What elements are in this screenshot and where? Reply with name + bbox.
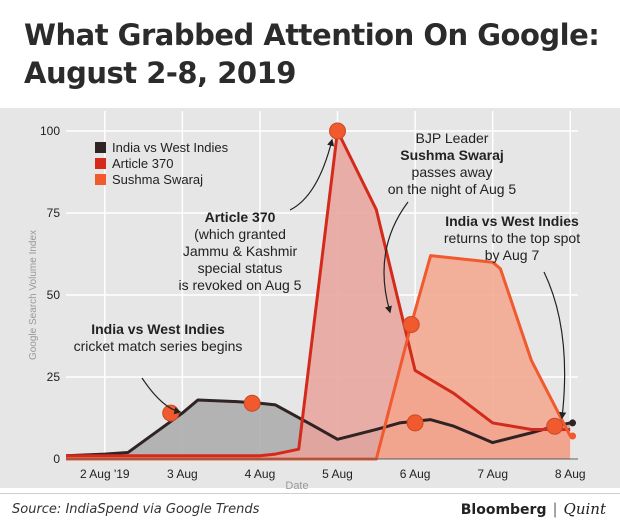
annotation-line: on the night of Aug 5 <box>388 181 517 197</box>
x-tick-label: 5 Aug <box>322 467 353 481</box>
x-tick-label: 2 Aug '19 <box>80 467 130 481</box>
marker-article-370 <box>329 122 347 140</box>
brand-primary: Bloomberg <box>460 502 547 518</box>
brand-logo: Bloomberg | Quint <box>461 500 606 518</box>
annotation-line: BJP Leader <box>416 130 489 146</box>
footer-divider <box>0 493 620 494</box>
area-sushma-swaraj <box>66 255 571 459</box>
brand-secondary: Quint <box>563 500 606 518</box>
x-axis-title: Date <box>285 480 308 492</box>
marker-india-vs-west-indies <box>406 414 424 432</box>
legend-swatch <box>95 158 106 169</box>
marker-india-vs-west-indies <box>243 394 261 412</box>
y-tick-label: 0 <box>53 452 60 466</box>
data-markers <box>162 122 577 440</box>
marker-india-vs-west-indies <box>546 417 564 435</box>
brand-separator: | <box>552 500 558 518</box>
y-axis-title: Google Search Volume Index <box>28 230 39 360</box>
marker-sushma-swaraj <box>402 316 420 334</box>
chart-title-line-1: What Grabbed Attention On Google: <box>24 18 600 52</box>
legend-label: Article 370 <box>112 156 173 171</box>
end-dot <box>569 432 577 440</box>
annotation-line: returns to the top spot <box>444 230 580 246</box>
axes: 2 Aug '19 3 Aug 4 Aug 5 Aug 6 Aug 7 Aug 8 Aug 0… <box>28 124 586 492</box>
end-dot <box>569 419 577 427</box>
y-tick-label: 25 <box>47 370 61 384</box>
legend-swatch <box>95 142 106 153</box>
annotation-line: passes away <box>412 164 493 180</box>
y-tick-label: 50 <box>47 288 61 302</box>
annotation-line: is revoked on Aug 5 <box>179 277 302 293</box>
x-tick-label: 7 Aug <box>477 467 508 481</box>
annotation-line: cricket match series begins <box>74 338 243 354</box>
arrow-sushma <box>383 201 409 314</box>
legend-label: Sushma Swaraj <box>112 172 203 187</box>
annotation-line: Jammu & Kashmir <box>183 243 298 259</box>
annotation-bold: Article 370 <box>205 209 276 225</box>
x-tick-label: 4 Aug <box>245 467 276 481</box>
annotation-line: special status <box>198 260 283 276</box>
annotation-bold: India vs West Indies <box>445 213 579 229</box>
chart-title: What Grabbed Attention On Google: August… <box>24 16 600 92</box>
arrow-indiawi-start <box>141 377 182 415</box>
annotation-bold: India vs West Indies <box>91 321 225 337</box>
annotation-line: by Aug 7 <box>485 247 540 263</box>
annotation-line: (which granted <box>194 226 286 242</box>
x-tick-label: 8 Aug <box>555 467 586 481</box>
chart-title-line-2: August 2-8, 2019 <box>24 56 296 90</box>
y-tick-label: 100 <box>40 124 60 138</box>
legend-label: India vs West Indies <box>112 140 229 155</box>
legend-swatch <box>95 174 106 185</box>
line-india-vs-west-indies <box>65 398 571 458</box>
marker-india-vs-west-indies <box>162 404 180 422</box>
x-tick-label: 6 Aug <box>400 467 431 481</box>
x-tick-label: 3 Aug <box>167 467 198 481</box>
y-tick-label: 75 <box>47 206 61 220</box>
annotation-bold: Sushma Swaraj <box>400 147 504 163</box>
arrow-indiawi-top <box>543 271 567 420</box>
arrow-article370 <box>289 138 335 211</box>
source-note: Source: IndiaSpend via Google Trends <box>12 502 260 517</box>
